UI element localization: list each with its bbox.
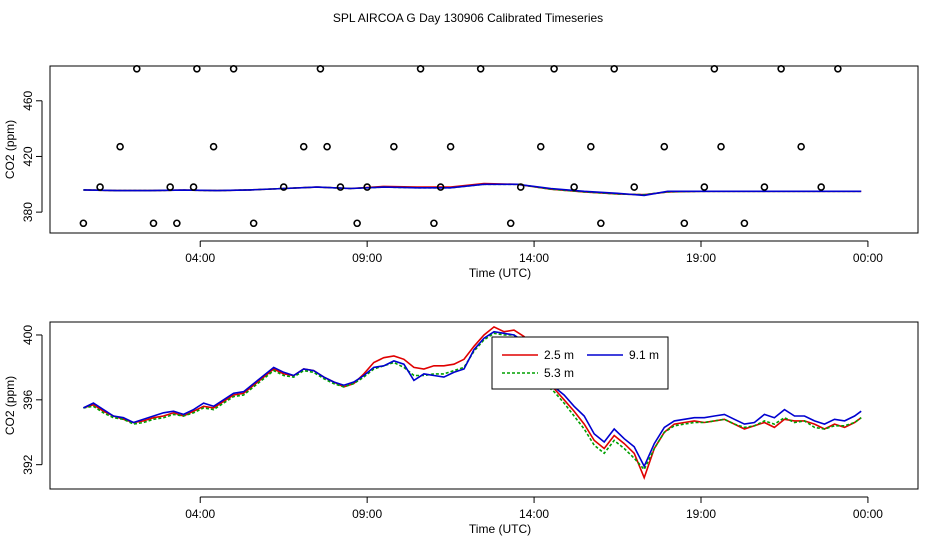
outlier-point: [436, 183, 445, 191]
y-tick-label: 380: [21, 202, 35, 222]
outlier-point: [96, 183, 104, 191]
outlier-point: [550, 64, 558, 73]
x-tick-label: 09:00: [352, 507, 382, 521]
outlier-point: [79, 219, 88, 228]
plot-frame: [49, 65, 919, 234]
legend-box: [491, 336, 669, 390]
outlier-point: [133, 64, 141, 73]
outlier-point: [777, 64, 785, 73]
outlier-point: [630, 183, 639, 191]
chart-main-title: SPL AIRCOA G Day 130906 Calibrated Times…: [333, 11, 603, 25]
y-tick-label: 420: [21, 146, 35, 166]
outlier-point: [700, 183, 709, 191]
y-tick-label: 400: [21, 325, 35, 345]
legend-label: 9.1 m: [629, 348, 659, 362]
x-tick-label: 00:00: [853, 507, 883, 521]
top-panel: 04:00 09:00 14:00 19:00 00:00 Time (UTC) 380 42…: [3, 64, 919, 280]
outlier-point: [430, 219, 438, 228]
bottom-panel: 04:00 09:00 14:00 19:00 00:00 Time (UTC) 392 39…: [3, 321, 919, 536]
outlier-point: [536, 142, 545, 151]
x-tick-label: 09:00: [352, 251, 382, 265]
outlier-point: [587, 142, 595, 151]
series-line-91m: [83, 183, 862, 197]
outlier-point: [209, 142, 218, 151]
outlier-point: [680, 219, 689, 228]
x-tick-label: 04:00: [185, 251, 215, 265]
outlier-point: [506, 219, 515, 228]
outlier-point: [760, 183, 769, 191]
outlier-point: [797, 142, 805, 151]
series-line-53m: [83, 332, 862, 471]
outlier-point: [299, 142, 308, 151]
outlier-point: [173, 219, 181, 228]
outlier-point: [279, 183, 288, 191]
outlier-point: [610, 64, 619, 73]
outlier-point: [363, 183, 371, 191]
outlier-point: [166, 183, 174, 191]
outlier-point: [834, 64, 842, 73]
legend: 2.5 m 5.3 m 9.1 m: [491, 336, 669, 390]
outlier-point: [710, 64, 719, 73]
legend-label: 2.5 m: [544, 348, 574, 362]
outlier-point: [570, 183, 578, 191]
x-tick-label: 19:00: [686, 507, 716, 521]
outlier-point: [116, 142, 124, 151]
x-axis-title: Time (UTC): [469, 522, 531, 536]
outlier-point: [249, 219, 258, 228]
y-tick-label: 460: [21, 90, 35, 110]
plot-frame: [49, 321, 919, 490]
outlier-point: [316, 64, 325, 73]
x-axis-title: Time (UTC): [469, 266, 531, 280]
outlier-point: [476, 64, 485, 73]
outlier-point: [516, 183, 525, 191]
series-line-91m: [83, 330, 862, 469]
outlier-point: [817, 183, 825, 191]
x-tick-label: 04:00: [185, 507, 215, 521]
x-tick-label: 14:00: [519, 507, 549, 521]
outlier-point: [149, 219, 158, 228]
outlier-point: [660, 142, 669, 151]
outlier-point: [353, 219, 361, 228]
outlier-point: [189, 183, 198, 191]
outlier-point: [416, 64, 425, 73]
outlier-point: [717, 142, 725, 151]
y-tick-label: 392: [21, 454, 35, 474]
x-tick-label: 14:00: [519, 251, 549, 265]
outlier-point: [446, 142, 455, 151]
x-tick-label: 19:00: [686, 251, 716, 265]
outlier-point: [597, 219, 605, 228]
outlier-point: [193, 64, 201, 73]
outlier-point: [323, 142, 331, 151]
y-tick-label: 396: [21, 389, 35, 409]
outlier-point: [740, 219, 749, 228]
x-tick-label: 00:00: [853, 251, 883, 265]
y-axis-title: CO2 (ppm): [3, 376, 17, 435]
outlier-point: [390, 142, 398, 151]
legend-label: 5.3 m: [544, 366, 574, 380]
outlier-point: [229, 64, 238, 73]
y-axis-title: CO2 (ppm): [3, 120, 17, 179]
outlier-point: [336, 183, 345, 191]
